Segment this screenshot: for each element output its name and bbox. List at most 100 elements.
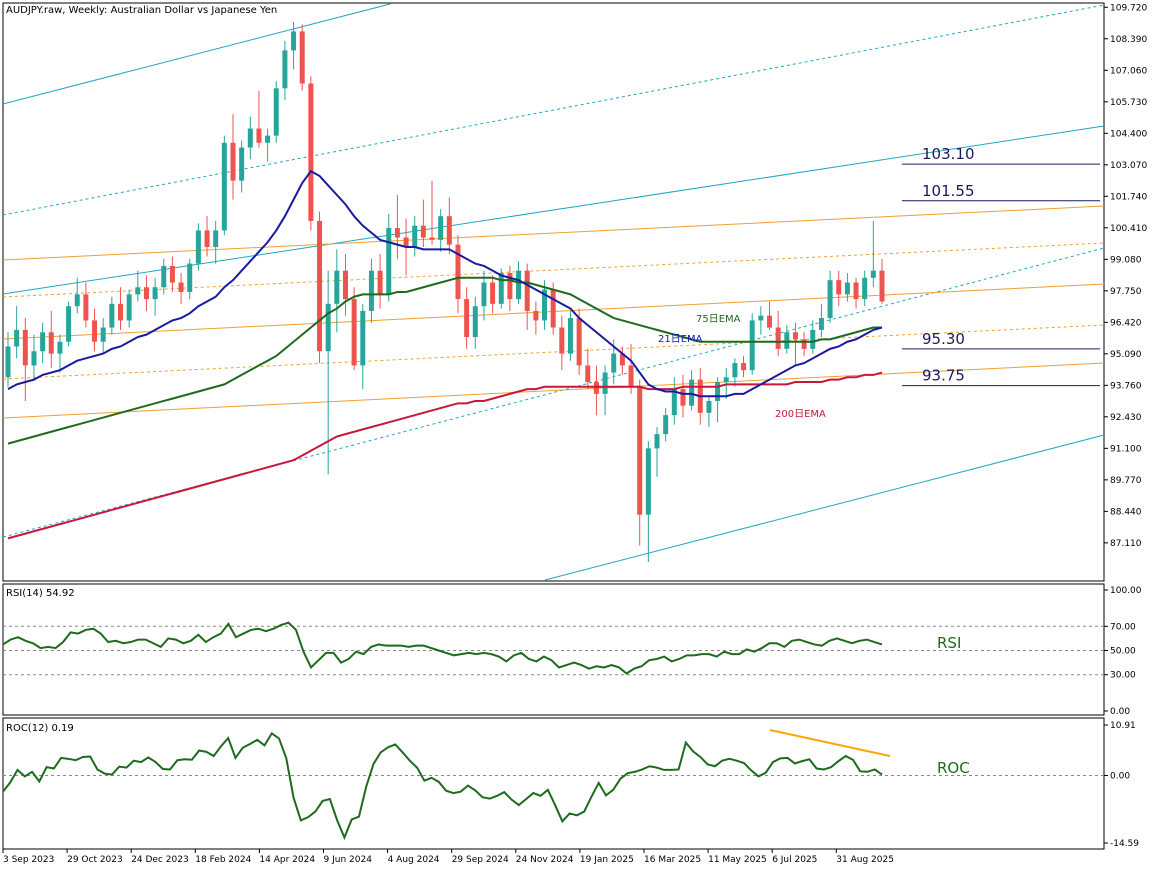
price-tick-label: 105.730 [1110, 98, 1147, 108]
candle [446, 197, 452, 255]
candle [818, 303, 824, 338]
candle [619, 346, 625, 375]
candle [66, 301, 72, 347]
candle-body [299, 31, 305, 84]
candle-body [204, 230, 210, 247]
channel-lines [2, 3, 1105, 581]
candle [593, 365, 599, 416]
candle [715, 377, 721, 423]
candle [637, 379, 643, 546]
ema75-line [7, 276, 882, 445]
candle [273, 81, 279, 143]
candle [602, 365, 608, 416]
candle-body [394, 228, 400, 238]
time-tick-label: 29 Oct 2023 [67, 855, 123, 865]
candle [836, 270, 842, 307]
candle [299, 24, 305, 91]
candle-body [810, 329, 816, 349]
candle [550, 282, 556, 335]
candle [827, 270, 833, 323]
candle-body [758, 315, 764, 321]
candle-body [40, 332, 46, 352]
candle-body [680, 389, 686, 406]
orange-channel-lower [2, 362, 1105, 419]
candle [559, 315, 565, 371]
candle [542, 280, 548, 330]
candle [247, 116, 253, 160]
time-tick-label: 24 Nov 2024 [516, 855, 574, 865]
time-tick-label: 16 Mar 2025 [644, 855, 701, 865]
candle-body [611, 353, 617, 373]
candle-body [169, 265, 175, 283]
candle-body [567, 318, 573, 354]
price-tick-label: 92.430 [1110, 413, 1142, 423]
time-tick-label: 29 Sep 2024 [452, 855, 509, 865]
candle [576, 308, 582, 375]
candle-body [654, 434, 660, 449]
price-tick-label: 88.440 [1110, 507, 1142, 517]
price-tick-label: 109.720 [1110, 3, 1147, 13]
candle-body [386, 228, 392, 295]
candle [204, 216, 210, 257]
candle-body [420, 225, 426, 238]
time-tick-label: 31 Aug 2025 [836, 855, 894, 865]
candle [239, 140, 245, 193]
roc-panel: 10.91 0.00 -14.59 [2, 721, 1139, 849]
candle-body [282, 50, 288, 89]
candle [533, 301, 539, 335]
candle [654, 427, 660, 477]
candle-body [455, 244, 461, 300]
candle-body [325, 303, 331, 352]
candle [14, 306, 20, 359]
candle-body [671, 389, 677, 416]
candle [844, 273, 850, 302]
candle-body [31, 351, 37, 366]
candle-body [117, 303, 123, 321]
roc-panel-frame [2, 717, 1105, 850]
candle-body [438, 216, 444, 240]
ema21-label: 21日EMA [658, 334, 703, 345]
candle [126, 289, 132, 328]
candle [22, 318, 28, 401]
candle [507, 265, 513, 311]
candle-body [377, 270, 383, 295]
price-tick-label: 91.100 [1110, 444, 1142, 454]
time-tick-label: 3 Sep 2023 [3, 855, 54, 865]
roc-divergence-line [769, 729, 891, 757]
roc-tick-label: 10.91 [1110, 721, 1136, 731]
candle-body [291, 31, 297, 51]
candle [31, 334, 37, 380]
candle-body [429, 237, 435, 240]
rsi-tick-label: 50.00 [1110, 647, 1136, 657]
candle [628, 344, 634, 394]
candle [680, 374, 686, 418]
candle-body [844, 282, 850, 295]
fib-level-label: 95.30 [922, 330, 965, 348]
ema75-label: 75日EMA [696, 314, 741, 325]
candle [767, 301, 773, 330]
roc-tick-label: 0.00 [1110, 771, 1130, 781]
candle-body [862, 277, 868, 300]
candle-body [550, 289, 556, 328]
candle-body [637, 386, 643, 515]
rsi-tick-label: 100.00 [1110, 586, 1142, 596]
candle-body [256, 128, 262, 143]
candle [801, 332, 807, 356]
candle [758, 306, 764, 335]
candle [671, 377, 677, 425]
candle-body [775, 327, 781, 349]
candle-body [593, 382, 599, 394]
candle [342, 254, 348, 316]
candle [689, 370, 695, 411]
candle-body [749, 320, 755, 371]
candle-body [879, 270, 885, 302]
candle-body [516, 270, 522, 300]
ema21-line [7, 169, 883, 398]
candle [853, 277, 859, 309]
time-tick-label: 18 Feb 2024 [195, 855, 251, 865]
rsi-tick-label: 30.00 [1110, 671, 1136, 681]
candle-body [152, 287, 158, 300]
candle [169, 256, 175, 292]
candle-body [481, 282, 487, 307]
